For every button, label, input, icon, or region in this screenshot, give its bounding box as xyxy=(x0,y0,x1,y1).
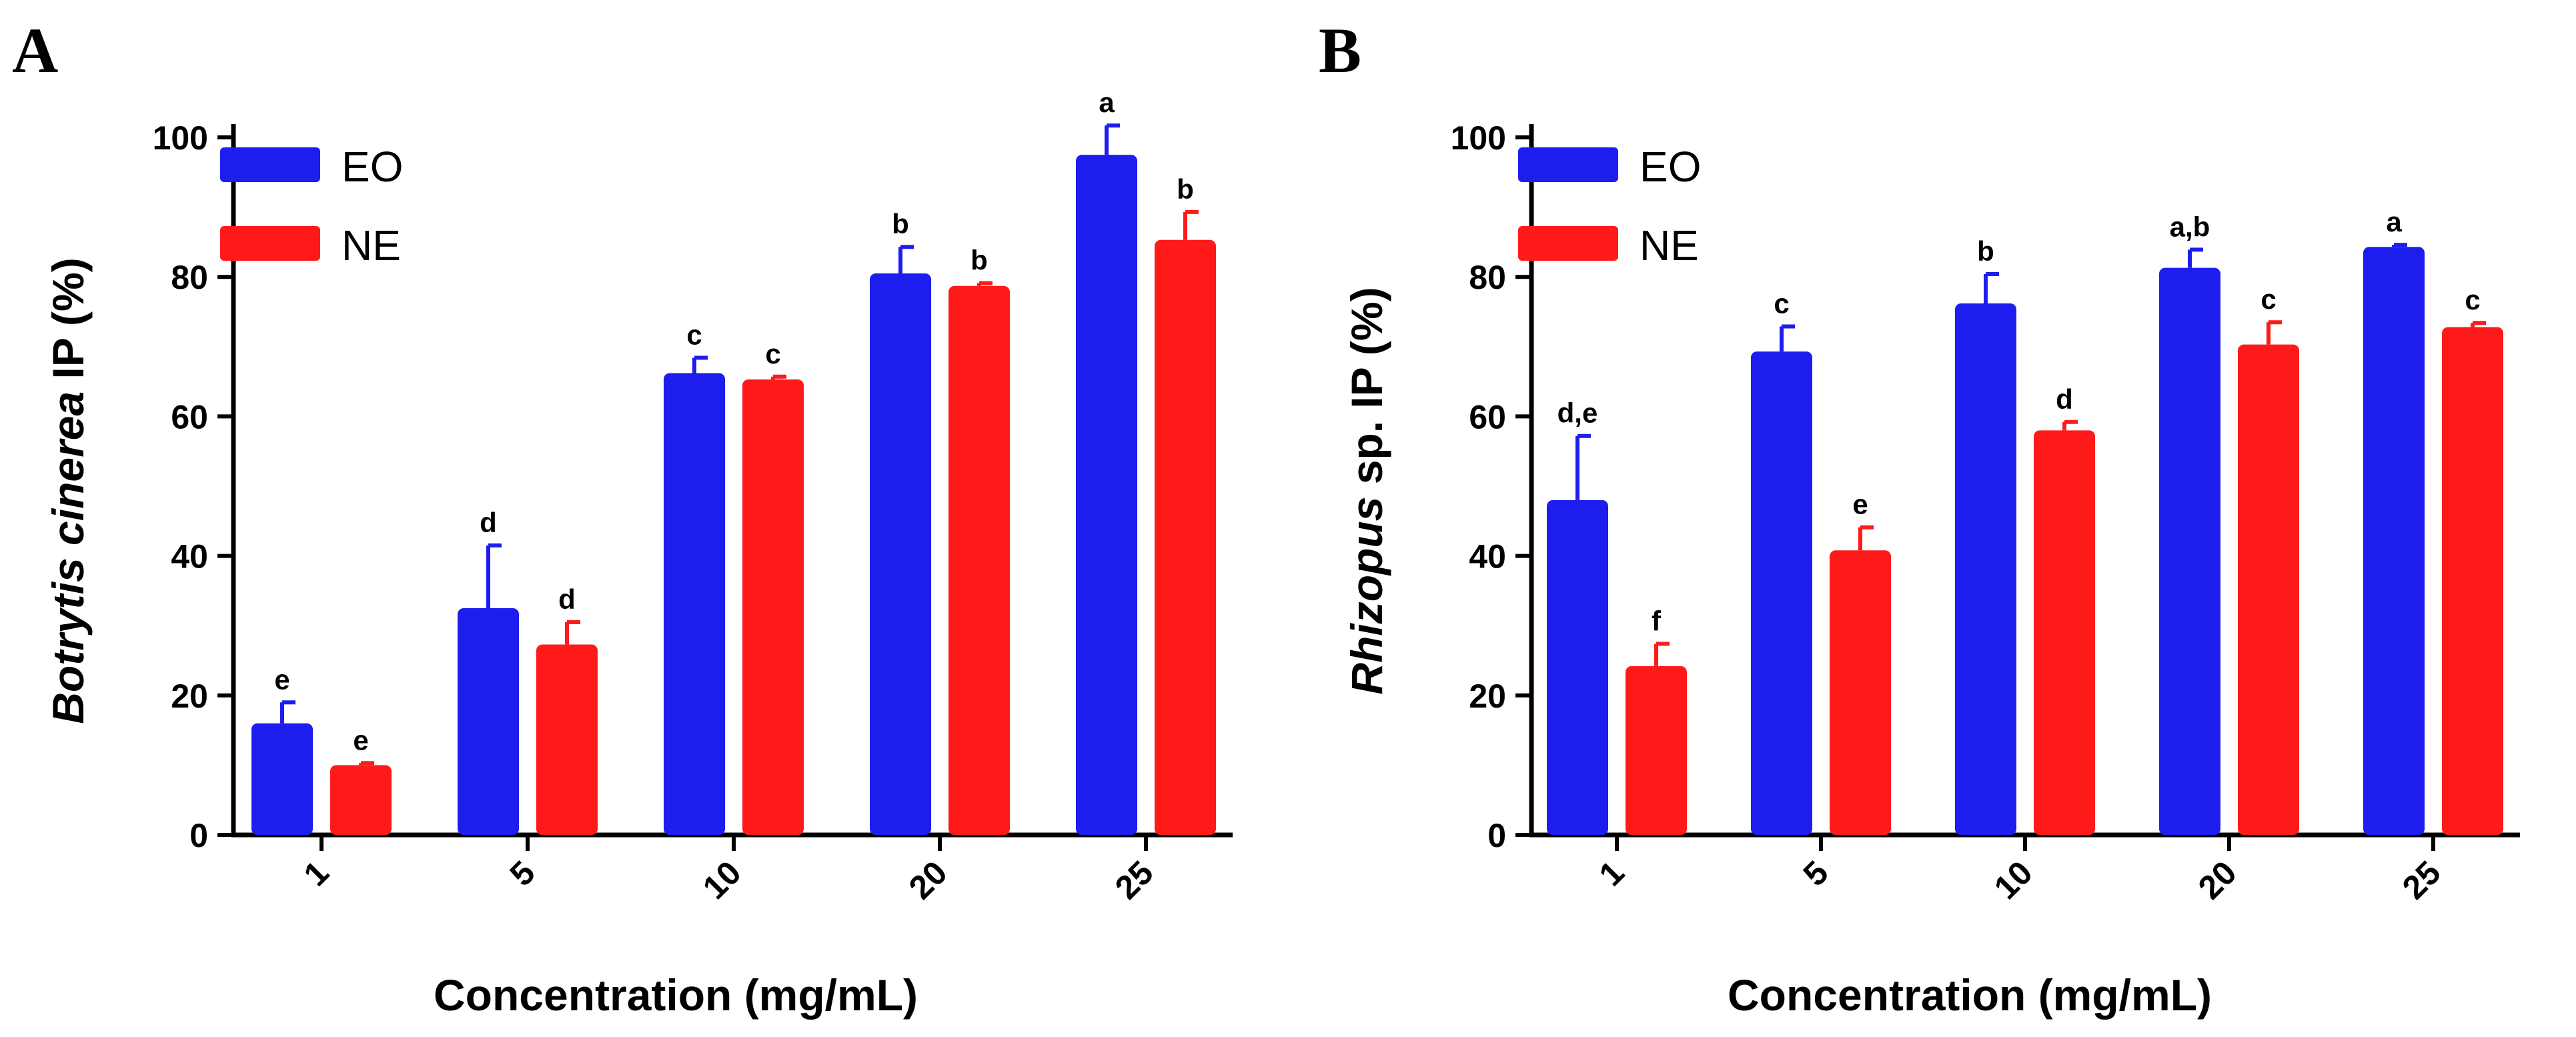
bar-ne xyxy=(1155,239,1216,836)
bar-eo xyxy=(664,373,725,835)
panel-letter-a: A xyxy=(12,15,58,86)
x-axis-title-a: Concentration (mg/mL) xyxy=(434,970,918,1020)
legend-label-eo-a: EO xyxy=(342,143,403,191)
legend-b: EO NE xyxy=(1518,143,1701,269)
legend-swatch-ne-b xyxy=(1518,226,1618,261)
y-tick-label: 80 xyxy=(171,259,208,296)
y-axis-title-b: Rhizopus sp. IP (%) xyxy=(1342,287,1391,694)
panel-a: A 0 20 40 60 80 100 1 e e 5 d d 10 c c 20 b b 25 a b Botryti… xyxy=(12,15,1233,1020)
x-tick-label: 1 xyxy=(297,854,336,893)
bar-ne xyxy=(742,379,804,835)
x-axis-title-b: Concentration (mg/mL) xyxy=(1728,970,2212,1020)
significance-label-eo: a xyxy=(2386,206,2402,237)
significance-label-ne: c xyxy=(2465,284,2480,315)
significance-label-ne: e xyxy=(353,724,368,756)
significance-label-eo: b xyxy=(1977,235,1994,267)
x-tick-label: 5 xyxy=(503,854,542,893)
significance-label-ne: f xyxy=(1652,605,1662,636)
y-axis-title-rest-b: sp. IP (%) xyxy=(1342,287,1391,496)
significance-label-eo: c xyxy=(1774,287,1789,319)
significance-label-ne: e xyxy=(1852,489,1868,520)
bar-ne xyxy=(948,285,1010,836)
y-axis-title-a: Botrytis cinerea IP (%) xyxy=(43,257,93,724)
legend-swatch-eo-b xyxy=(1518,147,1618,182)
legend-a: EO NE xyxy=(220,143,403,269)
bar-eo xyxy=(1955,303,2016,835)
significance-label-eo: a,b xyxy=(2170,211,2210,242)
y-tick-label: 40 xyxy=(171,538,208,576)
plot-area-b: 0 20 40 60 80 100 1 d,e f 5 c e 10 b d 20 a,b c 25 a c xyxy=(1451,119,2520,906)
x-tick-label: 25 xyxy=(2395,854,2448,906)
bar-eo xyxy=(2159,267,2220,835)
bar-ne xyxy=(1626,666,1687,835)
significance-label-eo: d xyxy=(480,507,497,538)
y-tick-label: 60 xyxy=(171,398,208,435)
bar-eo xyxy=(1076,155,1137,835)
bar-ne xyxy=(2442,327,2503,836)
y-tick-label: 60 xyxy=(1469,398,1506,435)
x-tick-label: 1 xyxy=(1592,854,1632,893)
legend-label-ne-a: NE xyxy=(342,221,401,269)
bar-ne xyxy=(330,765,392,835)
legend-label-eo-b: EO xyxy=(1640,143,1701,191)
y-tick-label: 0 xyxy=(1487,817,1506,854)
bar-eo xyxy=(458,608,519,835)
y-tick-label: 20 xyxy=(171,678,208,715)
x-tick-label: 20 xyxy=(902,854,954,906)
significance-label-eo: a xyxy=(1099,87,1115,118)
panel-letter-b: B xyxy=(1319,15,1361,86)
significance-label-ne: b xyxy=(1177,173,1194,205)
significance-label-ne: d xyxy=(558,584,576,615)
bar-ne xyxy=(2238,344,2299,835)
y-axis-title-italic-b: Rhizopus xyxy=(1342,497,1391,695)
y-tick-label: 40 xyxy=(1469,538,1506,576)
y-axis-title-rest-a: IP (%) xyxy=(43,257,93,391)
significance-label-eo: d,e xyxy=(1557,397,1598,429)
significance-label-eo: b xyxy=(892,208,909,239)
y-tick-label: 20 xyxy=(1469,678,1506,715)
y-tick-label: 0 xyxy=(189,817,208,854)
significance-label-ne: c xyxy=(2261,283,2276,315)
y-tick-label: 100 xyxy=(1451,119,1506,157)
x-tick-label: 10 xyxy=(1987,854,2040,906)
plot-area-a: 0 20 40 60 80 100 1 e e 5 d d 10 c c 20 b b 25 a b xyxy=(153,87,1233,906)
bar-eo xyxy=(1751,351,1812,835)
panel-b: B 0 20 40 60 80 100 1 d,e f 5 c e 10 b d 20 a,b c 25 a c Rhi… xyxy=(1319,15,2520,1020)
bar-ne xyxy=(536,644,598,835)
significance-label-eo: c xyxy=(686,319,702,351)
legend-label-ne-b: NE xyxy=(1640,221,1699,269)
significance-label-ne: c xyxy=(765,338,780,369)
legend-swatch-ne-a xyxy=(220,226,320,261)
x-tick-label: 25 xyxy=(1108,854,1161,906)
bar-ne xyxy=(2034,430,2095,835)
bar-eo xyxy=(2363,247,2425,835)
y-tick-label: 100 xyxy=(153,119,208,157)
y-axis-title-italic-a: Botrytis cinerea xyxy=(43,391,93,724)
x-tick-label: 20 xyxy=(2191,854,2244,906)
y-tick-label: 80 xyxy=(1469,259,1506,296)
bar-eo xyxy=(251,723,313,835)
x-tick-label: 5 xyxy=(1796,854,1836,893)
bar-eo xyxy=(870,273,931,836)
legend-swatch-eo-a xyxy=(220,147,320,182)
x-tick-label: 10 xyxy=(696,854,748,906)
bar-ne xyxy=(1830,550,1891,835)
significance-label-ne: b xyxy=(971,245,988,276)
significance-label-eo: e xyxy=(274,664,289,695)
significance-label-ne: d xyxy=(2056,383,2073,415)
bar-eo xyxy=(1547,499,1608,835)
